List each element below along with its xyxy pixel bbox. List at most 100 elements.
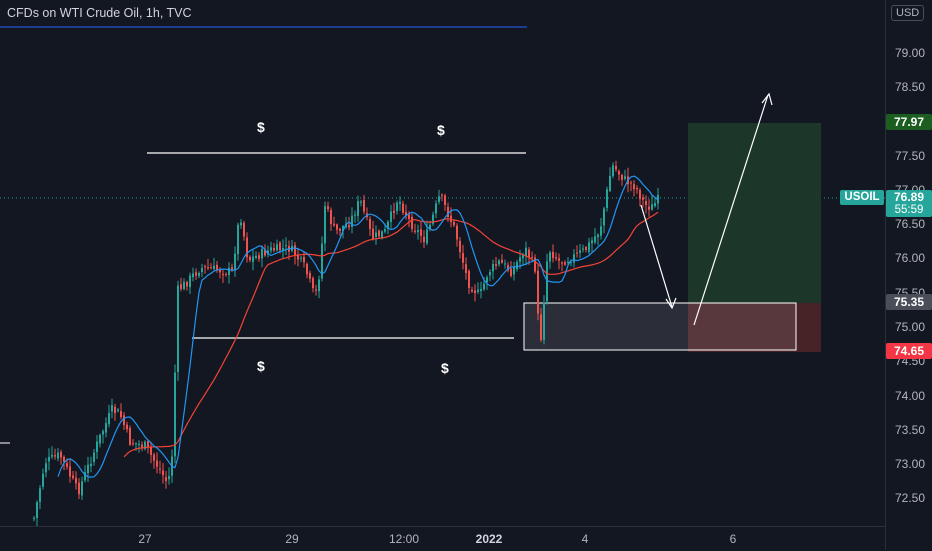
- candle-body: [219, 270, 221, 273]
- candle-body: [33, 517, 35, 519]
- candle-body: [45, 463, 47, 473]
- candle-body: [54, 455, 56, 457]
- candle-body: [42, 473, 44, 487]
- candle-body: [423, 236, 425, 243]
- candle-body: [270, 247, 272, 251]
- candle-body: [321, 243, 323, 279]
- candle-body: [633, 184, 635, 190]
- candle-body: [399, 202, 401, 204]
- bar-countdown: 55:59: [894, 204, 924, 216]
- slow-moving-average: [123, 211, 659, 458]
- candle-body: [471, 289, 473, 292]
- price-tick: 73.50: [895, 423, 926, 437]
- price-tick: 76.00: [895, 251, 926, 265]
- candle-body: [225, 274, 227, 276]
- candle-body: [561, 262, 563, 264]
- candle-body: [363, 199, 365, 212]
- candle-body: [300, 257, 302, 259]
- candle-body: [285, 245, 287, 247]
- time-tick: 29: [285, 532, 299, 546]
- candle-body: [525, 247, 527, 257]
- candle-body: [348, 225, 350, 228]
- chart-title: CFDs on WTI Crude Oil, 1h, TVC: [7, 6, 192, 20]
- entry-price-label: 75.35: [886, 294, 932, 310]
- candle-body: [87, 464, 89, 474]
- candle-body: [66, 463, 68, 467]
- candle-body: [498, 260, 500, 265]
- candlestick-chart[interactable]: [0, 0, 885, 526]
- candle-body: [126, 424, 128, 430]
- candle-body: [462, 253, 464, 263]
- candle-body: [72, 475, 74, 479]
- candle-body: [531, 257, 533, 259]
- candle-body: [501, 259, 503, 263]
- candle-body: [609, 175, 611, 191]
- candle-body: [504, 263, 506, 265]
- candle-body: [279, 242, 281, 251]
- candle-body: [483, 283, 485, 290]
- candle-body: [198, 273, 200, 276]
- candle-body: [306, 264, 308, 275]
- chart-pane[interactable]: CFDs on WTI Crude Oil, 1h, TVC $ $ $ $ U…: [0, 0, 885, 526]
- candle-body: [408, 214, 410, 219]
- candle-body: [465, 264, 467, 273]
- demand-rectangle[interactable]: [523, 302, 797, 351]
- candle-body: [480, 289, 482, 292]
- price-axis[interactable]: USD 79.00 78.50 77.50 77.00 76.50 76.00 …: [885, 0, 932, 550]
- candle-body: [201, 268, 203, 273]
- candle-body: [648, 206, 650, 210]
- candle-body: [426, 229, 428, 244]
- candle-body: [477, 289, 479, 292]
- candle-body: [234, 253, 236, 271]
- candle-body: [453, 221, 455, 226]
- candle-body: [105, 423, 107, 433]
- candle-body: [549, 252, 551, 262]
- time-axis[interactable]: 27 29 12:00 2022 4 6: [0, 526, 885, 551]
- time-tick: 12:00: [388, 532, 420, 546]
- candle-body: [297, 254, 299, 260]
- candle-body: [174, 372, 176, 457]
- candle-body: [324, 206, 326, 244]
- price-tick: 77.50: [895, 149, 926, 163]
- candle-body: [516, 262, 518, 270]
- candle-body: [150, 447, 152, 455]
- candle-body: [102, 431, 104, 435]
- candle-body: [651, 204, 653, 210]
- candle-body: [96, 441, 98, 453]
- candle-body: [75, 477, 77, 484]
- candle-body: [642, 197, 644, 200]
- candle-body: [243, 222, 245, 237]
- stop-zone[interactable]: [688, 303, 821, 352]
- candle-body: [420, 229, 422, 236]
- candle-body: [318, 279, 320, 292]
- price-tick: 79.00: [895, 46, 926, 60]
- candle-body: [120, 411, 122, 418]
- candle-body: [360, 201, 362, 203]
- target-zone[interactable]: [688, 123, 821, 303]
- up-arrow-line[interactable]: [693, 94, 769, 326]
- candle-body: [114, 406, 116, 414]
- candle-body: [90, 463, 92, 467]
- up-arrow-head: [761, 92, 773, 106]
- candle-body: [612, 165, 614, 177]
- candle-body: [513, 267, 515, 275]
- candle-body: [60, 451, 62, 458]
- candle-body: [39, 488, 41, 502]
- candle-body: [84, 472, 86, 481]
- down-arrow-line[interactable]: [640, 204, 673, 308]
- candle-body: [438, 196, 440, 202]
- candle-body: [93, 452, 95, 462]
- price-tick: 74.00: [895, 389, 926, 403]
- candle-body: [78, 482, 80, 495]
- candle-body: [108, 413, 110, 425]
- price-tick: 73.00: [895, 457, 926, 471]
- candle-body: [378, 230, 380, 237]
- candle-body: [369, 218, 371, 230]
- candle-body: [231, 267, 233, 270]
- candle-body: [636, 188, 638, 190]
- candle-body: [570, 262, 572, 264]
- candle-body: [519, 257, 521, 262]
- currency-button[interactable]: USD: [891, 5, 925, 21]
- candle-body: [252, 256, 254, 262]
- candle-body: [138, 443, 140, 445]
